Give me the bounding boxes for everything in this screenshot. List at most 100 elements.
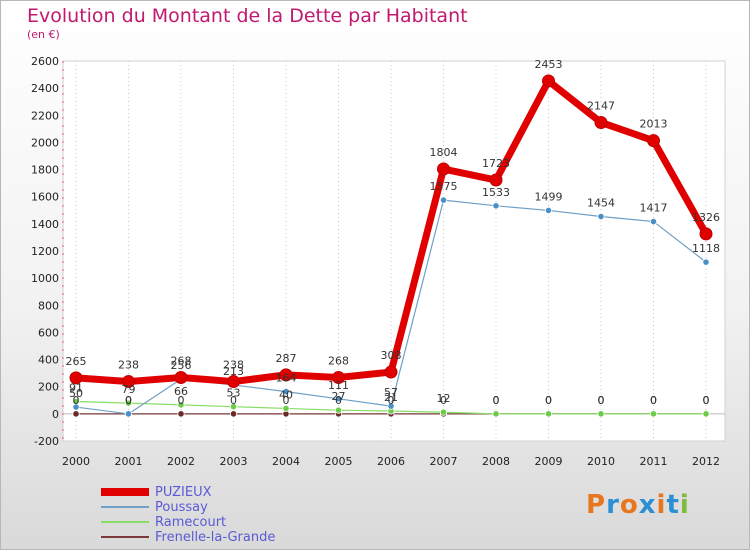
- data-point: [702, 258, 710, 266]
- data-label: 0: [388, 394, 395, 407]
- y-tick-label: 800: [38, 299, 59, 312]
- y-tick-label: 0: [52, 408, 59, 421]
- data-point: [72, 403, 80, 411]
- data-point: [439, 408, 448, 416]
- logo-letter: P: [586, 490, 607, 520]
- data-label: 40: [279, 388, 293, 401]
- data-point: [387, 402, 395, 410]
- y-tick-label: 1000: [31, 272, 59, 285]
- data-label: 308: [381, 349, 402, 362]
- data-label: 0: [703, 394, 710, 407]
- data-label: 66: [174, 385, 188, 398]
- data-point: [122, 375, 135, 389]
- data-label: 0: [545, 394, 552, 407]
- data-point: [229, 410, 238, 418]
- data-point: [492, 202, 500, 210]
- y-tick-label: 1800: [31, 164, 59, 177]
- logo-letter: r: [606, 490, 620, 520]
- legend-swatch: [101, 488, 149, 496]
- data-point: [124, 399, 133, 407]
- data-label: 50: [69, 387, 83, 400]
- x-tick-label: 2011: [640, 455, 668, 468]
- data-label: 164: [276, 372, 297, 385]
- data-label: 1118: [692, 242, 720, 255]
- legend-swatch: [101, 506, 149, 508]
- data-point: [594, 115, 608, 129]
- data-point: [69, 371, 83, 385]
- data-point: [647, 134, 660, 148]
- data-label: 0: [650, 394, 657, 407]
- y-tick-label: 2600: [31, 55, 59, 68]
- y-tick-label: 2400: [31, 82, 59, 95]
- data-point: [72, 410, 80, 418]
- data-point: [177, 401, 185, 409]
- y-tick-label: 2000: [31, 136, 59, 149]
- x-tick-label: 2012: [692, 455, 720, 468]
- data-point: [702, 410, 710, 418]
- data-point: [492, 410, 500, 418]
- x-tick-label: 2000: [62, 455, 90, 468]
- chart-title: Evolution du Montant de la Dette par Hab…: [27, 5, 468, 27]
- data-label: 111: [328, 379, 349, 392]
- y-tick-label: 600: [38, 326, 59, 339]
- logo-letter: i: [656, 490, 667, 520]
- data-label: 0: [703, 394, 710, 407]
- data-label: 1499: [535, 190, 563, 203]
- y-tick-label: 400: [38, 354, 59, 367]
- data-label: 1417: [640, 202, 668, 215]
- proxiti-logo: Proxiti: [586, 490, 690, 520]
- x-tick-label: 2010: [587, 455, 615, 468]
- data-label: 268: [328, 354, 349, 367]
- data-label: 0: [493, 394, 500, 407]
- x-tick-label: 2004: [272, 455, 300, 468]
- data-label: 21: [384, 391, 398, 404]
- x-tick-label: 2009: [535, 455, 563, 468]
- plot-area: [62, 60, 726, 442]
- x-tick-label: 2007: [430, 455, 458, 468]
- data-label: 238: [223, 359, 244, 372]
- data-point: [229, 403, 238, 411]
- data-label: 0: [73, 394, 80, 407]
- data-point: [437, 162, 450, 176]
- data-point: [544, 410, 553, 418]
- y-tick-label: 1600: [31, 191, 59, 204]
- data-label: 27: [332, 390, 346, 403]
- legend-swatch: [101, 521, 149, 523]
- data-label: 287: [276, 352, 297, 365]
- data-label: 91: [69, 382, 83, 395]
- data-label: 0: [545, 394, 552, 407]
- data-point: [597, 212, 605, 221]
- data-label: 0: [125, 394, 132, 407]
- data-point: [699, 227, 713, 241]
- chart-unit: (en €): [27, 28, 60, 41]
- data-label: 0: [598, 394, 605, 407]
- data-point: [282, 404, 290, 413]
- data-label: 213: [223, 365, 244, 378]
- data-label: 265: [66, 355, 87, 368]
- data-label: 0: [440, 394, 447, 407]
- data-point: [649, 217, 658, 226]
- logo-letter: i: [679, 490, 690, 520]
- data-label: 2453: [535, 58, 563, 71]
- data-point: [282, 387, 290, 396]
- data-label: 0: [125, 394, 132, 407]
- x-tick-label: 2003: [220, 455, 248, 468]
- data-label: 1454: [587, 197, 615, 210]
- legend-swatch: [101, 536, 149, 538]
- data-point: [279, 368, 293, 382]
- data-point: [174, 370, 188, 384]
- data-label: 12: [437, 392, 451, 405]
- data-point: [542, 74, 555, 88]
- legend-label: Frenelle-la-Grande: [155, 530, 276, 545]
- x-tick-label: 2001: [115, 455, 143, 468]
- data-label: 1804: [430, 146, 458, 159]
- data-point: [384, 365, 398, 379]
- y-tick-label: 1400: [31, 218, 59, 231]
- data-point: [649, 410, 658, 418]
- data-label: 0: [650, 394, 657, 407]
- data-label: 0: [493, 394, 500, 407]
- logo-letter: t: [666, 490, 680, 520]
- data-label: 1575: [430, 180, 458, 193]
